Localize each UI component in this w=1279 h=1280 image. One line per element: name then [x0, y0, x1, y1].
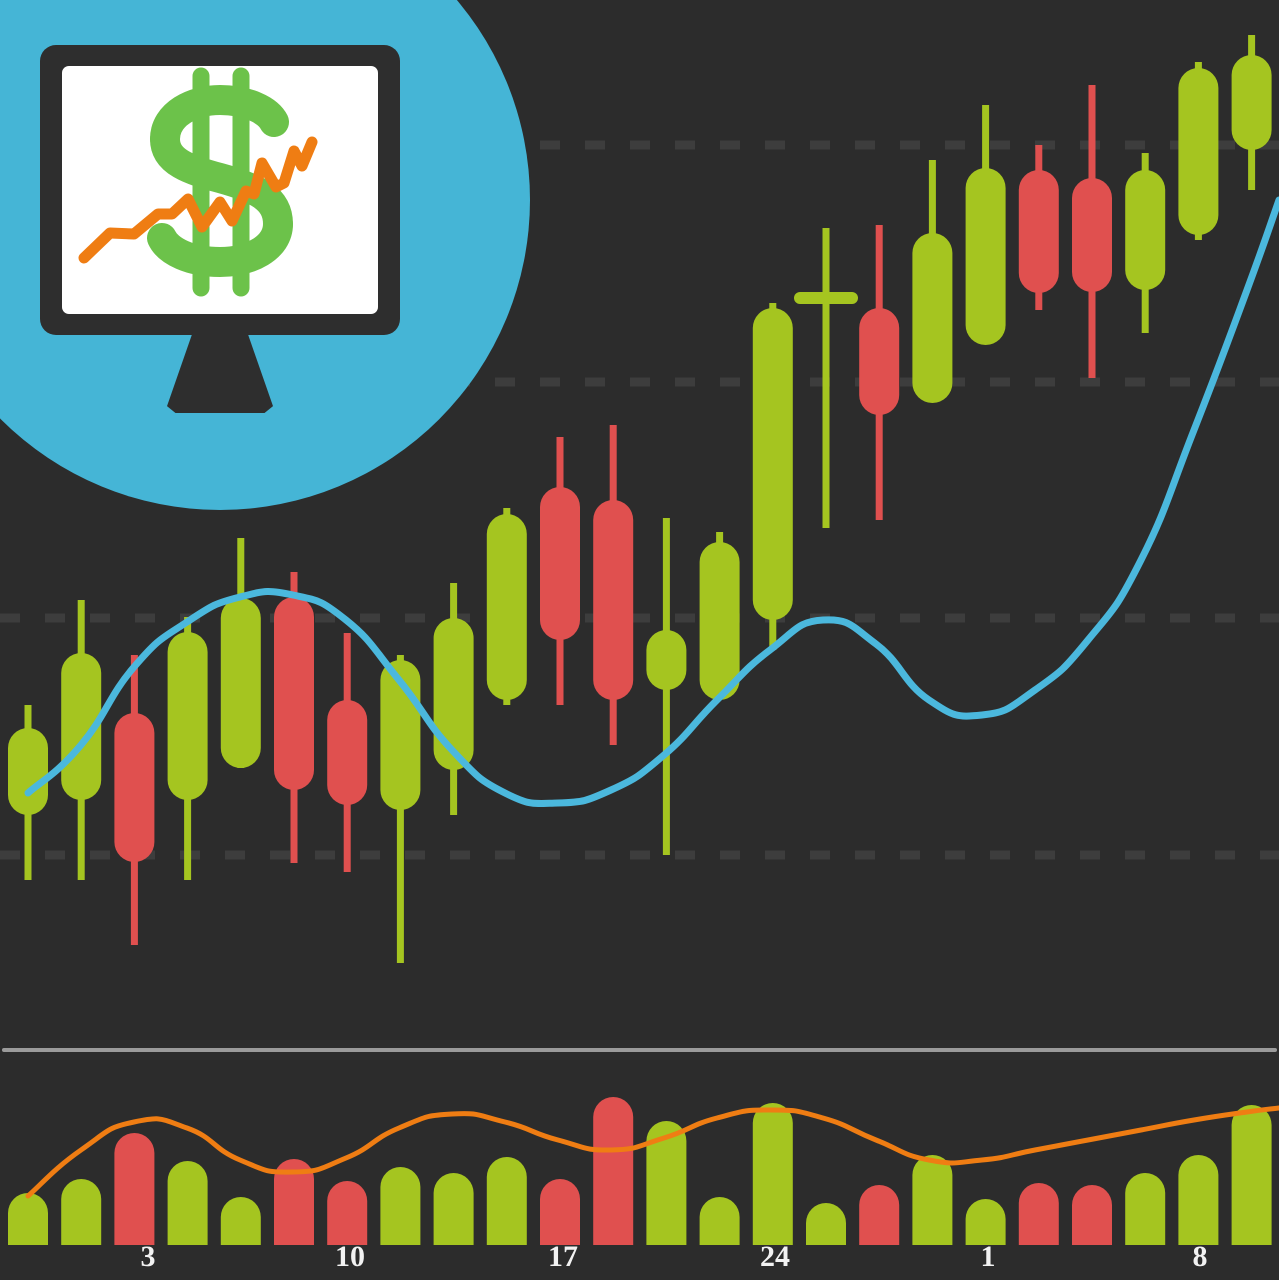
candle-body-doji [794, 292, 858, 304]
x-axis-tick-17: 17 [548, 1240, 578, 1273]
candle-body-up [433, 618, 474, 770]
candle-body-down [859, 308, 900, 415]
volume-indicator-path [25, 1105, 1279, 1199]
candle-body-down [593, 500, 634, 700]
candle-body-up [912, 233, 953, 403]
volume-bar-down [593, 1097, 634, 1280]
x-axis-tick-24: 24 [760, 1240, 790, 1273]
candle-body-up [646, 630, 687, 690]
candle-body-down [540, 487, 580, 640]
x-axis-tick-8: 8 [1192, 1240, 1208, 1273]
x-axis-tick-3: 3 [140, 1240, 156, 1273]
panel-separator [2, 1048, 1277, 1052]
candle-body-up [1178, 68, 1219, 235]
candle-body-up [220, 598, 261, 768]
candle-body-up [699, 542, 740, 700]
candle-body-up [8, 728, 48, 815]
x-axis-tick-10: 10 [335, 1240, 365, 1273]
candle-body-down [327, 700, 368, 805]
monitor-screen [62, 66, 378, 314]
x-axis-tick-1: 1 [980, 1240, 996, 1273]
candle-body-up [486, 514, 527, 700]
volume-baseline-mask [0, 1245, 1279, 1280]
candle-body-up [752, 308, 793, 620]
dollar-sign-icon [147, 67, 293, 297]
candle-body-up [167, 632, 208, 800]
candle-body-up [1231, 55, 1272, 150]
x-axis-labels: 3 10 17 24 1 8 [0, 1240, 1279, 1280]
volume-bar-up [752, 1103, 793, 1280]
candle-body-up [965, 168, 1006, 345]
volume-bar-up [646, 1121, 687, 1280]
candle-body-down [114, 713, 155, 862]
candle-body-down [274, 597, 314, 790]
volume-bar-down [114, 1133, 155, 1280]
ma-path [24, 196, 1279, 808]
uptrend-line-icon [78, 136, 318, 264]
candle-body-up [1125, 170, 1166, 290]
candle-body-down [1018, 170, 1059, 293]
candle-body-down [1072, 178, 1112, 292]
screen-graphics [78, 67, 318, 297]
stock-monitor-badge [0, 0, 530, 510]
candle-body-up [61, 653, 102, 800]
volume-bar-up [1231, 1105, 1272, 1280]
